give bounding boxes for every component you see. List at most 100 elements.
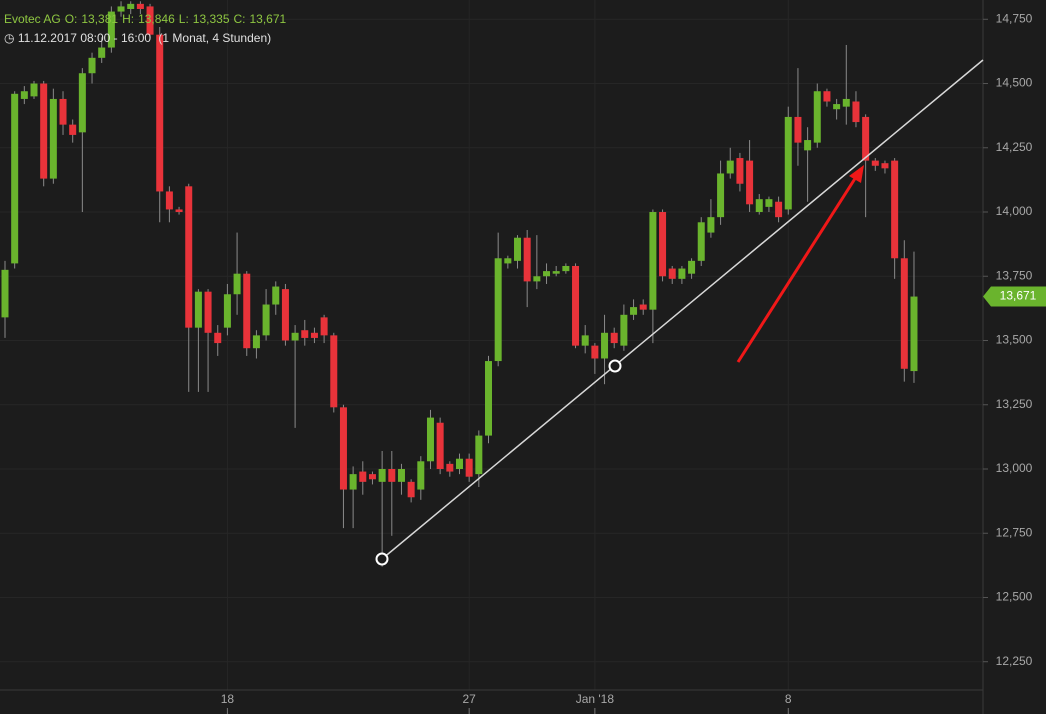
arrow	[736, 176, 858, 363]
candle-body	[717, 173, 725, 218]
period-line: ◷ 11.12.2017 08:00 - 16:00 (1 Monat, 4 S…	[4, 31, 272, 45]
candle-body	[455, 458, 463, 469]
candle-body	[630, 307, 638, 315]
candle-body	[601, 332, 609, 359]
quote-label: O:	[64, 12, 78, 26]
candle-body	[871, 160, 879, 166]
candle-body	[910, 296, 918, 372]
candle-body	[494, 258, 502, 362]
candle-body	[436, 422, 444, 469]
candle-body	[320, 317, 328, 336]
quote-value: 13,335	[192, 12, 230, 26]
candle-body	[881, 163, 889, 169]
candle-body	[156, 34, 164, 192]
candle-body	[659, 212, 667, 277]
candle-body	[465, 458, 473, 477]
candle-body	[310, 332, 318, 338]
candle-body	[339, 407, 347, 490]
candle-body	[678, 268, 686, 279]
quote-line: Evotec AG O: 13,381 H: 13,846 L: 13,335 C: 13,67…	[4, 10, 294, 29]
candle-body	[185, 186, 193, 328]
candle-body	[475, 435, 483, 475]
candle-body	[146, 6, 154, 35]
candle-body	[755, 199, 763, 213]
candle-body	[620, 314, 628, 346]
candle-body	[252, 335, 260, 349]
y-tick-label: 13,500	[996, 333, 1033, 347]
candle-body	[523, 237, 531, 282]
candle-body	[272, 286, 280, 305]
candle-body	[736, 158, 744, 184]
y-tick-label: 14,750	[996, 11, 1033, 25]
candle-body	[591, 345, 599, 359]
quote-value: 13,846	[138, 12, 175, 26]
candle-body	[165, 191, 173, 210]
candle-body	[688, 260, 696, 274]
candle-body	[794, 116, 802, 143]
last-price-label: 13,671	[1000, 289, 1037, 303]
trend-line	[381, 59, 984, 560]
candle-body	[833, 104, 841, 110]
y-tick-label: 13,000	[996, 461, 1033, 475]
candle-body	[330, 335, 338, 408]
candle-body	[813, 91, 821, 143]
candle-body	[194, 291, 202, 328]
candle-body	[572, 265, 580, 346]
candle-body	[417, 461, 425, 490]
candle-body	[485, 361, 492, 436]
trend-handle	[375, 552, 389, 566]
candle-body	[610, 332, 618, 344]
candle-body	[426, 417, 434, 462]
instrument: Evotec AG	[4, 12, 61, 26]
candle-body	[30, 83, 38, 97]
y-tick-label: 12,500	[996, 590, 1033, 604]
candle-body	[504, 258, 512, 264]
candle-body	[533, 276, 541, 282]
candle-body	[78, 73, 86, 133]
candle-body	[349, 474, 357, 490]
period: 11.12.2017 08:00 - 16:00	[17, 31, 152, 45]
candle-body	[88, 57, 96, 74]
candle-body	[223, 294, 231, 328]
candle-body	[552, 271, 560, 274]
candle-body	[726, 160, 734, 174]
x-tick-label: Jan '18	[576, 692, 615, 706]
quote-label: L:	[178, 12, 189, 26]
candle-body	[514, 237, 522, 261]
candle-body	[301, 330, 309, 338]
candle-body	[649, 212, 657, 310]
y-tick-label: 12,750	[996, 525, 1033, 539]
quote-value: 13,671	[249, 12, 287, 26]
candle-body	[639, 304, 647, 310]
candle-body	[746, 160, 754, 205]
candle-body	[765, 199, 773, 207]
header: Evotec AG O: 13,381 H: 13,846 L: 13,335 C: 13,67…	[4, 10, 294, 48]
candle-body	[378, 468, 386, 482]
candle-body	[581, 335, 589, 346]
candle-body	[20, 91, 28, 99]
candle-body	[204, 291, 212, 333]
candle-body	[175, 209, 183, 213]
candle-body	[852, 101, 860, 123]
x-tick-label: 18	[221, 692, 235, 706]
candle-body	[1, 269, 9, 318]
candle-body	[562, 265, 570, 272]
quote-label: C:	[233, 12, 246, 26]
candle-body	[388, 468, 396, 482]
candle-body	[233, 273, 241, 295]
candle-body	[243, 273, 251, 349]
candle-body	[804, 140, 812, 151]
y-tick-label: 14,000	[996, 204, 1033, 218]
candle-body	[136, 3, 144, 9]
x-tick-label: 8	[785, 692, 792, 706]
x-tick-label: 27	[462, 692, 476, 706]
candle-body	[446, 463, 454, 472]
y-tick-label: 14,250	[996, 140, 1033, 154]
plot	[1, 1, 918, 567]
last-price-box	[983, 286, 1046, 307]
candle-body	[697, 222, 705, 261]
candle-body	[900, 258, 908, 369]
candle-body	[407, 481, 415, 498]
candle-body	[368, 474, 376, 480]
